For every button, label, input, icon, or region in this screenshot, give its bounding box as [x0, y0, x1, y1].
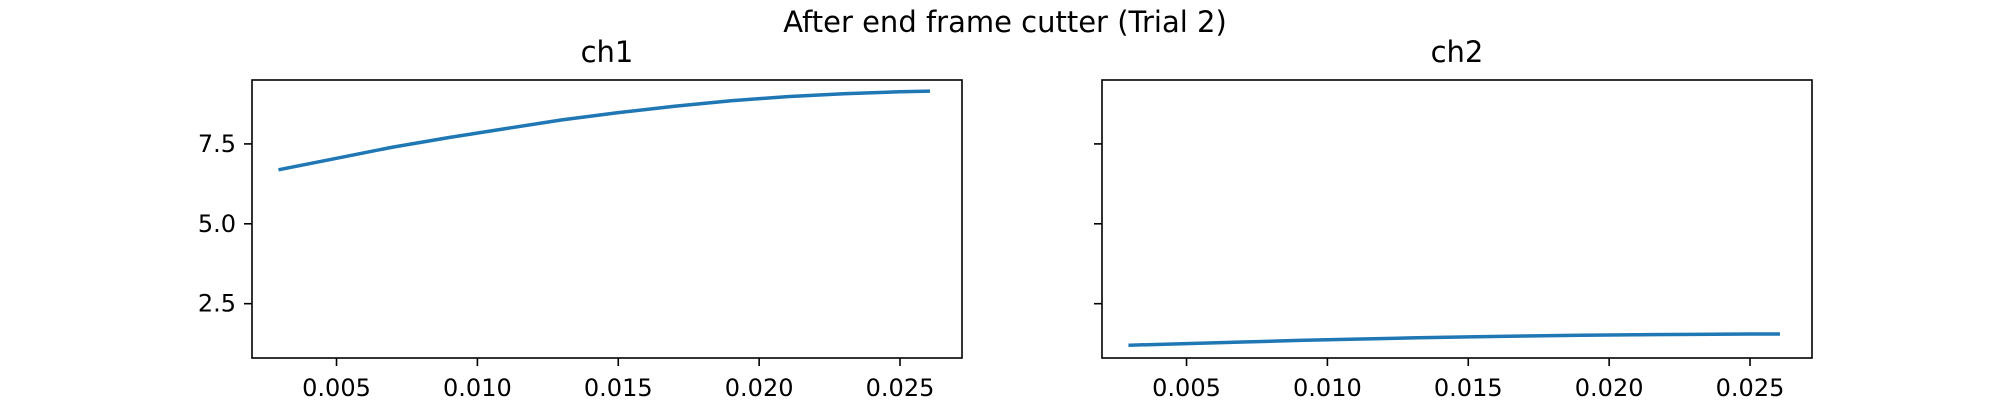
panel-title: ch1 — [581, 35, 634, 69]
x-tick-label: 0.005 — [1152, 374, 1221, 400]
x-tick-label: 0.020 — [1575, 374, 1644, 400]
panel-ch1: ch1 0.005 0.010 0.015 0.020 0.025 2.5 5.0 7.5 — [198, 35, 963, 400]
axes-frame — [1101, 79, 1813, 359]
axes-frame — [251, 79, 963, 359]
panel-title: ch2 — [1431, 35, 1484, 69]
panel-ch2: ch2 0.005 0.010 0.015 0.020 0.025 — [1094, 35, 1813, 400]
x-tick-label: 0.015 — [1434, 374, 1503, 400]
x-tick-label: 0.010 — [443, 374, 512, 400]
x-tick-label: 0.025 — [1716, 374, 1785, 400]
x-tick-label: 0.025 — [866, 374, 935, 400]
x-tick-label: 0.015 — [584, 374, 653, 400]
panels: ch1 0.005 0.010 0.015 0.020 0.025 2.5 5.0 7.5 ch2… — [198, 35, 1813, 400]
y-tick-label: 2.5 — [198, 290, 236, 318]
x-tick-label: 0.020 — [725, 374, 794, 400]
x-tick-label: 0.005 — [302, 374, 371, 400]
x-tick-label: 0.010 — [1293, 374, 1362, 400]
series-line — [278, 89, 930, 172]
y-tick-label: 5.0 — [198, 210, 236, 238]
y-tick-label: 7.5 — [198, 130, 236, 158]
series-line — [1128, 332, 1780, 347]
figure-title: After end frame cutter (Trial 2) — [783, 5, 1227, 39]
